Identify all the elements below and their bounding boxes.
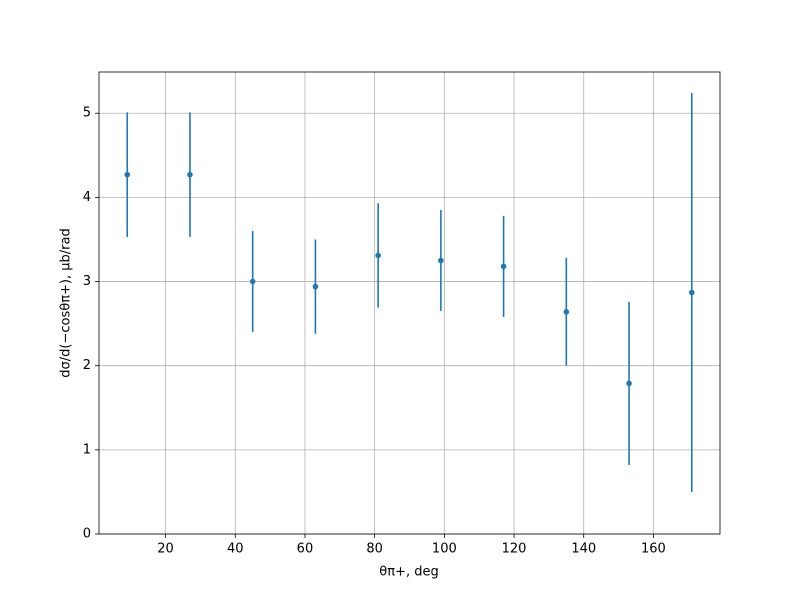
x-tick-label: 80 (366, 542, 383, 557)
data-point (688, 289, 695, 296)
data-point (312, 283, 319, 290)
y-axis-label: dσ/d(−cosθπ+), μb/rad (59, 228, 74, 377)
data-point (500, 263, 507, 270)
y-tick-label: 4 (83, 190, 91, 205)
y-tick-label: 1 (83, 442, 91, 457)
x-tick-label: 140 (571, 542, 596, 557)
data-point (124, 171, 131, 178)
x-tick-label: 20 (157, 542, 174, 557)
y-tick-label: 2 (83, 358, 91, 373)
x-tick-label: 100 (432, 542, 457, 557)
x-axis-label: θπ+, deg (379, 565, 438, 580)
data-point (563, 309, 570, 315)
data-point (438, 257, 444, 264)
plot-frame (98, 71, 721, 535)
y-tick-label: 3 (83, 274, 91, 289)
x-tick-label: 120 (502, 542, 527, 557)
data-point (626, 380, 632, 387)
data-point (187, 171, 193, 178)
x-tick-label: 160 (641, 542, 666, 557)
x-tick-label: 40 (227, 542, 244, 557)
data-point (375, 252, 381, 259)
x-tick-label: 60 (297, 542, 314, 557)
y-tick-label: 5 (83, 106, 91, 121)
y-tick-label: 0 (83, 527, 91, 542)
data-point (249, 278, 256, 285)
